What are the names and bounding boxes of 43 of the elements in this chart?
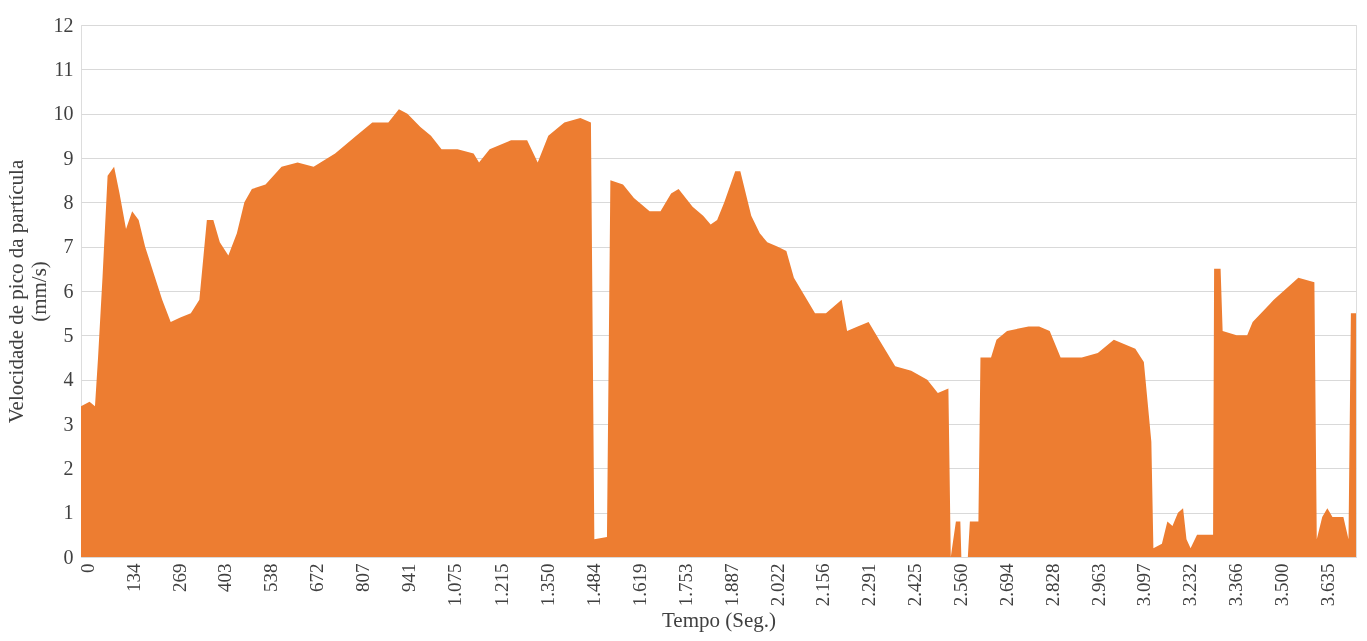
x-tick-label: 538 (260, 563, 282, 592)
x-tick-label: 1.887 (720, 563, 742, 607)
x-tick-label: 2.022 (766, 563, 788, 607)
x-tick-label: 1.619 (629, 563, 651, 607)
y-tick-label: 9 (63, 146, 74, 169)
x-tick-label: 2.560 (950, 563, 972, 607)
y-tick-label: 7 (63, 235, 74, 258)
x-tick-label: 2.694 (995, 563, 1017, 607)
y-tick-label: 12 (53, 13, 74, 36)
y-tick-label: 6 (63, 279, 74, 302)
y-tick-label: 8 (63, 190, 74, 213)
x-tick-label: 3.635 (1316, 563, 1338, 607)
x-tick-label: 3.232 (1179, 563, 1201, 607)
x-tick-label: 269 (168, 563, 190, 592)
x-tick-label: 134 (122, 563, 144, 592)
y-tick-label: 1 (63, 501, 74, 524)
y-tick-label: 2 (63, 456, 74, 479)
x-tick-label: 807 (352, 563, 374, 592)
y-tick-label: 10 (53, 102, 74, 125)
y-tick-label: 11 (54, 57, 74, 80)
x-tick-label: 3.097 (1133, 563, 1155, 607)
y-tick-label: 3 (63, 412, 74, 435)
x-tick-label: 1.215 (491, 563, 513, 607)
x-tick-label: 941 (397, 563, 419, 592)
y-axis-title: Velocidade de pico da partícula (mm/s) (3, 159, 51, 424)
x-axis-title: Tempo (Seg.) (661, 608, 777, 633)
x-tick-label: 3.366 (1225, 563, 1247, 607)
x-tick-label: 3.500 (1270, 563, 1292, 607)
x-tick-label: 0 (76, 563, 98, 573)
x-tick-label: 1.350 (537, 563, 559, 607)
x-tick-label: 2.963 (1087, 563, 1109, 607)
x-tick-label: 2.291 (858, 563, 880, 607)
x-tick-label: 1.753 (674, 563, 696, 607)
x-tick-label: 2.425 (904, 563, 926, 607)
x-tick-label: 1.075 (443, 563, 465, 607)
y-tick-label: 0 (63, 545, 74, 568)
x-tick-label: 2.828 (1041, 563, 1063, 607)
x-tick-label: 2.156 (812, 563, 834, 607)
x-tick-label: 672 (306, 563, 328, 592)
y-tick-label: 4 (63, 368, 74, 391)
x-tick-label: 403 (214, 563, 236, 592)
x-tick-label: 1.484 (583, 563, 605, 607)
y-tick-label: 5 (63, 323, 74, 346)
